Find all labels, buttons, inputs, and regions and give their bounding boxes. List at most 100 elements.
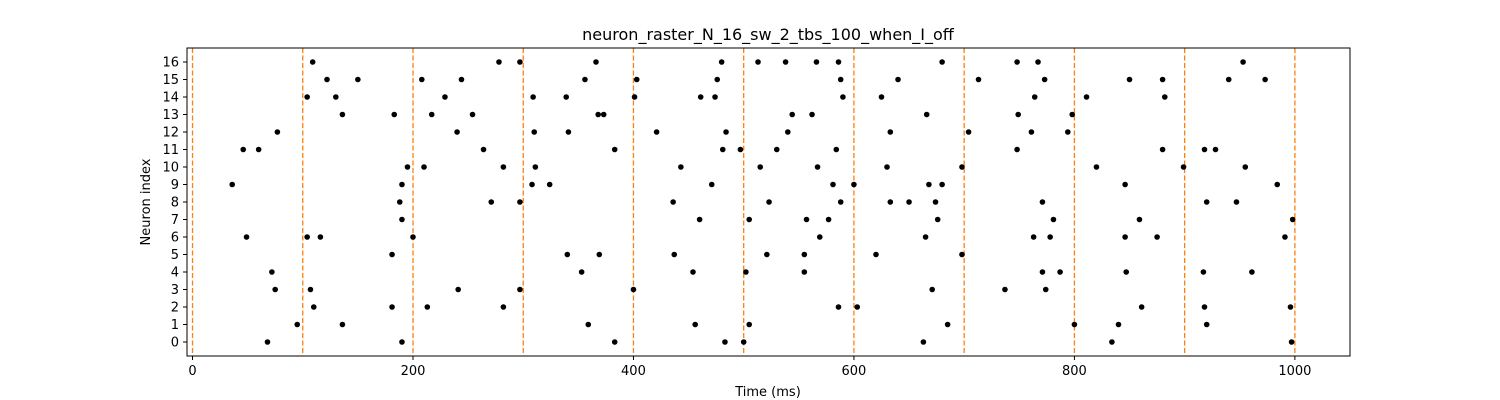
period-markers	[191, 48, 1296, 356]
spike-point	[1015, 111, 1021, 118]
spike-point	[975, 76, 982, 83]
y-tick-label: 10	[162, 161, 179, 176]
spike-point	[697, 94, 704, 100]
y-tick-label: 2	[171, 301, 179, 316]
spike-point	[1030, 234, 1037, 240]
spike-point	[633, 76, 640, 83]
y-tick-label: 5	[171, 248, 179, 263]
spike-point	[410, 234, 416, 240]
spike-point	[696, 216, 703, 223]
spike-point	[926, 181, 932, 188]
spike-point	[1201, 146, 1208, 153]
spike-point	[895, 76, 901, 83]
spike-point	[833, 146, 840, 153]
spike-point	[1274, 181, 1281, 188]
spike-point	[884, 164, 890, 170]
spike-point	[1083, 94, 1090, 100]
spike-point	[469, 111, 476, 118]
spike-point	[455, 286, 461, 293]
spike-point	[1071, 321, 1078, 328]
spike-point	[585, 321, 592, 328]
spike-point	[309, 59, 316, 65]
spike-point	[887, 129, 894, 135]
spike-point	[243, 234, 250, 240]
spike-point	[404, 164, 411, 170]
spike-point	[600, 111, 607, 118]
y-tick-label: 9	[171, 178, 179, 193]
spike-point	[1233, 199, 1240, 205]
spike-point	[500, 304, 507, 310]
spike-point	[835, 59, 842, 65]
spike-point	[419, 76, 425, 83]
spike-point	[671, 251, 678, 258]
spike-point	[740, 339, 747, 345]
spike-point	[840, 94, 846, 100]
spike-point	[1201, 304, 1208, 310]
spike-point	[333, 94, 339, 100]
spike-point	[630, 286, 637, 293]
spike-point	[1240, 59, 1246, 65]
spike-point	[1200, 269, 1207, 275]
spike-point	[582, 76, 588, 83]
spike-point	[1123, 269, 1130, 275]
spike-point	[1109, 339, 1115, 345]
spike-point	[304, 234, 310, 240]
spike-point	[424, 304, 431, 310]
y-tick-label: 4	[171, 266, 179, 281]
spike-point	[274, 129, 281, 135]
spike-point	[670, 199, 676, 205]
spike-point	[801, 269, 808, 275]
spike-point	[932, 199, 939, 205]
spike-point	[454, 129, 460, 135]
spike-point	[690, 269, 696, 275]
y-axis-label: Neuron index	[139, 158, 154, 245]
spike-point	[944, 321, 951, 328]
chart-title: neuron_raster_N_16_sw_2_tbs_100_when_I_o…	[582, 25, 955, 45]
spike-point	[339, 321, 346, 328]
spike-point	[719, 146, 726, 153]
spike-point	[782, 59, 789, 65]
spike-point	[1154, 234, 1160, 240]
spike-point	[1242, 164, 1249, 170]
spike-point	[854, 304, 861, 310]
spike-point	[458, 76, 465, 83]
x-tick-label: 800	[1062, 364, 1087, 379]
spike-point	[229, 181, 235, 188]
spike-point	[1212, 146, 1219, 153]
spike-point	[922, 234, 929, 240]
spike-point	[1122, 234, 1128, 240]
spike-point	[399, 216, 405, 223]
spike-point	[564, 251, 571, 258]
spike-point	[1047, 234, 1053, 240]
spike-point	[496, 59, 502, 65]
spike-point	[934, 216, 941, 223]
spike-point	[1225, 76, 1232, 83]
spike-point	[517, 286, 523, 293]
spike-point	[593, 59, 599, 65]
spike-point	[1282, 234, 1288, 240]
spike-point	[830, 181, 836, 188]
spike-point	[755, 59, 761, 65]
spike-point	[653, 129, 660, 135]
spike-point	[1014, 59, 1020, 65]
spike-point	[1093, 164, 1100, 170]
x-tick-label: 200	[401, 364, 426, 379]
spike-point	[307, 286, 314, 293]
spike-point	[835, 304, 842, 310]
spike-point	[532, 164, 539, 170]
spike-point	[887, 199, 894, 205]
spike-point	[813, 59, 820, 65]
spike-point	[269, 269, 275, 275]
spike-point	[1035, 59, 1041, 65]
spike-point	[1039, 199, 1046, 205]
spike-point	[746, 321, 753, 328]
spike-point	[399, 339, 405, 345]
spike-point	[1057, 269, 1063, 275]
spike-point	[1288, 339, 1295, 345]
spike-point	[500, 164, 507, 170]
spike-point	[1014, 146, 1020, 153]
spike-point	[714, 76, 721, 83]
spike-point	[837, 199, 844, 205]
